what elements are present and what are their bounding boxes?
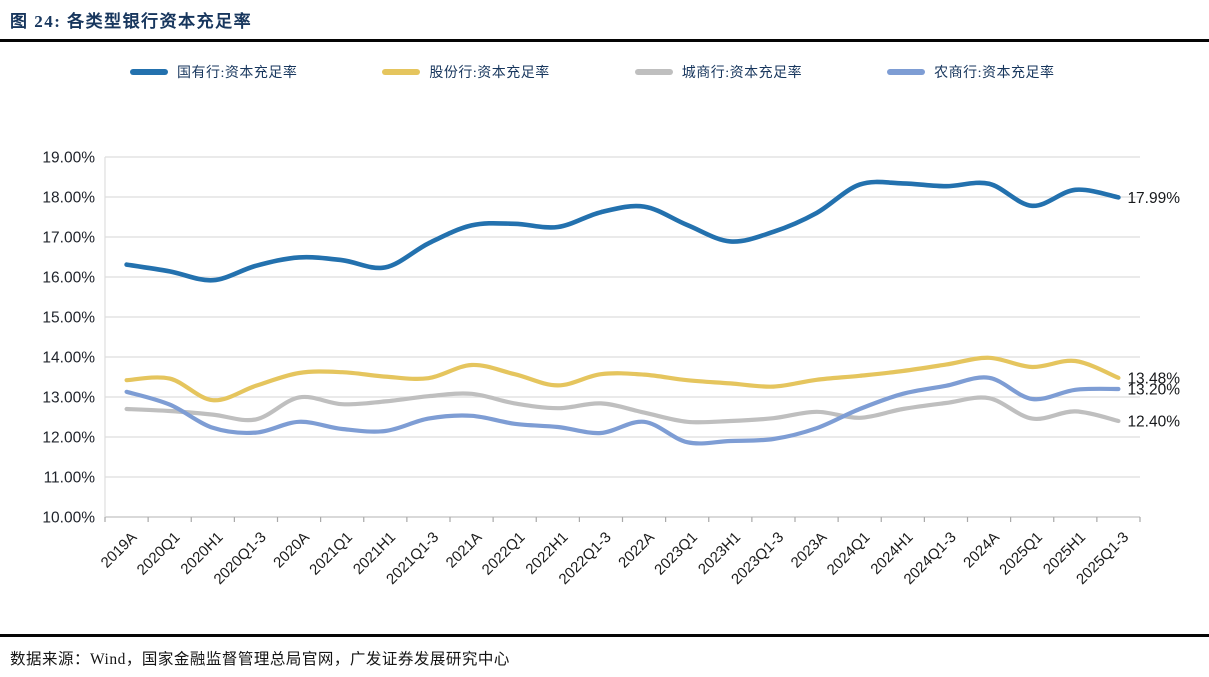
legend-label: 城商行:资本充足率 xyxy=(681,66,803,81)
series-end-label-3: 13.20% xyxy=(1127,382,1180,399)
legend-item-0: 国有行:资本充足率 xyxy=(130,62,297,82)
series-end-label-2: 12.40% xyxy=(1127,414,1180,431)
figure-footer: 数据来源：Wind，国家金融监督管理总局官网，广发证券发展研究中心 xyxy=(0,634,1209,669)
y-axis-label: 16.00% xyxy=(42,270,95,287)
legend-label: 股份行:资本充足率 xyxy=(429,66,550,81)
legend-swatch xyxy=(887,69,926,75)
x-axis-label: 2022Q1 xyxy=(479,529,529,579)
legend-item-2: 城商行:资本充足率 xyxy=(634,62,803,82)
y-axis-label: 18.00% xyxy=(42,190,95,207)
y-axis-label: 12.00% xyxy=(42,430,95,447)
legend-label: 国有行:资本充足率 xyxy=(177,66,298,81)
chart-legend: 国有行:资本充足率 股份行:资本充足率 城商行:资本充足率 农商行:资本充足率 xyxy=(130,62,1055,82)
y-axis-label: 10.00% xyxy=(42,510,95,527)
series-end-label-0: 17.99% xyxy=(1127,190,1180,207)
legend-swatch xyxy=(634,69,673,75)
x-axis-label: 2025Q1 xyxy=(996,529,1046,579)
series-line-1 xyxy=(124,355,1121,403)
x-axis-label: 2023Q1 xyxy=(651,529,701,579)
series-line-3 xyxy=(124,375,1121,446)
y-axis-label: 14.00% xyxy=(42,350,95,367)
legend-label: 农商行:资本充足率 xyxy=(934,66,1055,81)
legend-swatch xyxy=(382,69,421,75)
data-source-text: 数据来源：Wind，国家金融监督管理总局官网，广发证券发展研究中心 xyxy=(10,651,510,668)
series-line-2 xyxy=(124,391,1121,425)
series-line-0 xyxy=(124,179,1121,283)
x-axis-label: 2020Q1 xyxy=(134,529,184,579)
y-axis-label: 15.00% xyxy=(42,310,95,327)
x-axis-label: 2024Q1 xyxy=(824,529,874,579)
legend-item-3: 农商行:资本充足率 xyxy=(887,62,1054,82)
y-axis-label: 17.00% xyxy=(42,230,95,247)
x-axis-label: 2021Q1 xyxy=(306,529,356,579)
y-axis-label: 11.00% xyxy=(44,470,96,487)
legend-item-1: 股份行:资本充足率 xyxy=(382,62,549,82)
y-axis-label: 13.00% xyxy=(42,390,95,407)
figure-header: 图 24: 各类型银行资本充足率 xyxy=(0,0,1209,42)
series-end-label-1: 13.48% xyxy=(1127,370,1180,387)
legend-swatch xyxy=(130,69,168,75)
figure-title: 图 24: 各类型银行资本充足率 xyxy=(10,12,253,31)
y-axis-label: 19.00% xyxy=(42,150,95,167)
